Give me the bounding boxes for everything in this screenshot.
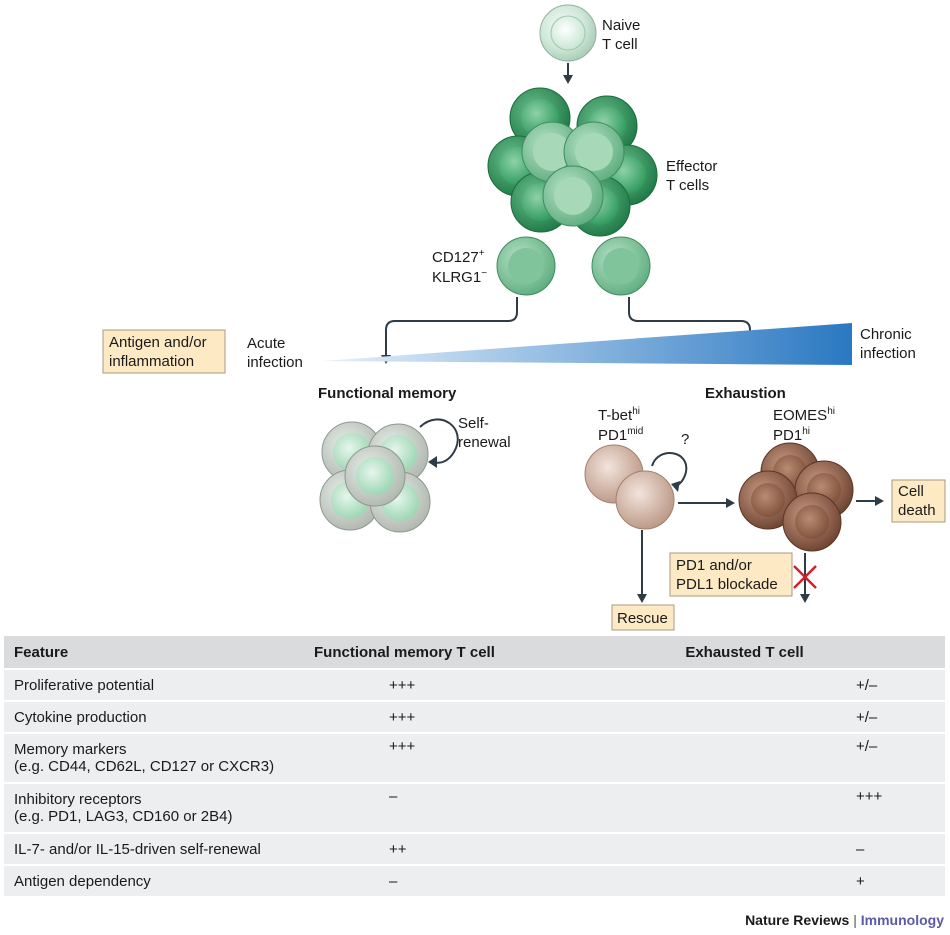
antigen-box-line1: Antigen and/or <box>109 334 207 351</box>
effector-t-cell-cluster <box>487 87 658 237</box>
cd127-label: CD127+ <box>432 248 485 266</box>
table-header-row: Feature Functional memory T cell Exhaust… <box>4 636 945 669</box>
pd1-pdl1-blockade-box <box>669 552 793 597</box>
arrowhead <box>563 75 573 84</box>
feature-cell: Memory markers (e.g. CD44, CD62L, CD127 o… <box>4 733 314 783</box>
effector-label: Effector <box>666 158 717 175</box>
naive-label: Naive <box>602 17 640 34</box>
feature-examples: (e.g. CD44, CD62L, CD127 or CXCR3) <box>14 758 275 775</box>
rescue-label: Rescue <box>617 610 668 627</box>
credit-separator: | <box>853 912 857 928</box>
memory-value-cell: – <box>389 872 398 890</box>
header-functional-memory: Functional memory T cell <box>314 643 495 661</box>
exhausted-value-cell: + <box>856 872 865 890</box>
arrow-to-exhaustion <box>628 297 751 356</box>
naive-t-cell <box>539 4 597 62</box>
antigen-box-line2: inflammation <box>109 353 194 370</box>
tbet-label: T-bethi <box>598 406 640 424</box>
exhausted-value-cell: +/– <box>856 738 878 755</box>
table-row: Proliferative potential +++ +/– <box>4 669 945 701</box>
table-row: Inhibitory receptors (e.g. PD1, LAG3, CD1… <box>4 783 945 833</box>
question-mark: ? <box>681 431 689 448</box>
exhausted-value-cell: +/– <box>856 676 878 694</box>
journal-section: Immunology <box>860 912 944 928</box>
feature-cell: Cytokine production <box>14 708 147 726</box>
acute-infection-label-line2: infection <box>247 354 303 371</box>
memory-value-cell: +++ <box>389 708 416 726</box>
journal-name: Nature Reviews <box>745 912 850 928</box>
journal-credit: Nature Reviews | Immunology <box>745 912 944 928</box>
arrow-to-functional-memory <box>385 297 518 356</box>
feature-comparison-table: Feature Functional memory T cell Exhaust… <box>4 636 945 896</box>
acute-infection-label: Acute <box>247 335 285 352</box>
header-exhausted: Exhausted T cell <box>685 643 804 661</box>
exhausted-value-cell: +/– <box>856 708 878 726</box>
self-renewal-label: Self- <box>458 415 489 432</box>
klrg1-label: KLRG1− <box>432 268 487 286</box>
eomes-label: EOMEShi <box>773 406 835 424</box>
feature-name: Memory markers <box>14 741 127 758</box>
chronic-infection-label: Chronic <box>860 326 912 343</box>
feature-cell: Antigen dependency <box>14 872 151 890</box>
arrowhead <box>875 496 884 506</box>
arrowhead <box>428 456 437 468</box>
naive-label-line2: T cell <box>602 36 638 53</box>
feature-cell: Inhibitory receptors (e.g. PD1, LAG3, CD1… <box>4 783 314 833</box>
functional-memory-heading: Functional memory <box>318 385 457 402</box>
feature-cell: Proliferative potential <box>14 676 155 694</box>
memory-value-cell: – <box>389 788 398 805</box>
infection-gradient-wedge <box>322 323 852 365</box>
functional-memory-cell-cluster <box>319 421 431 533</box>
arrowhead <box>800 594 810 603</box>
blockade-label: PD1 and/or <box>676 557 752 574</box>
header-feature: Feature <box>14 643 69 661</box>
effector-label-line2: T cells <box>666 177 709 194</box>
feature-examples: (e.g. PD1, LAG3, CD160 or 2B4) <box>14 808 233 825</box>
t-cell-differentiation-diagram: Naive T cell Effector T cells CD127+ KLR… <box>102 4 946 631</box>
cell-death-label-line2: death <box>898 502 936 519</box>
arrowhead <box>637 594 647 603</box>
exhausted-value-cell: – <box>856 840 865 858</box>
exhausted-value-cell: +++ <box>856 788 883 805</box>
pd1-mid-label: PD1mid <box>598 426 643 444</box>
self-renewal-label-line2: renewal <box>458 434 511 451</box>
eomes-hi-pd1-hi-cell-cluster <box>738 442 854 552</box>
table-row: Cytokine production +++ +/– <box>4 701 945 733</box>
blockade-label-line2: PDL1 blockade <box>676 576 778 593</box>
table-row: Memory markers (e.g. CD44, CD62L, CD127 o… <box>4 733 945 783</box>
self-renewal-loop-arrow <box>419 418 459 464</box>
blocked-cross-icon <box>793 565 817 589</box>
exhaustion-heading: Exhaustion <box>705 385 786 402</box>
arrowhead <box>671 481 680 492</box>
tbet-self-renewal-loop-arrow <box>651 452 688 487</box>
memory-value-cell: ++ <box>389 840 407 858</box>
rescue-box <box>611 604 675 631</box>
feature-name: Inhibitory receptors <box>14 791 142 808</box>
pd1-hi-label: PD1hi <box>773 426 810 444</box>
table-row: IL-7- and/or IL-15-driven self-renewal +… <box>4 833 945 865</box>
memory-value-cell: +++ <box>389 738 416 755</box>
table-row: Antigen dependency – + <box>4 865 945 896</box>
feature-cell: IL-7- and/or IL-15-driven self-renewal <box>14 840 261 858</box>
memory-value-cell: +++ <box>389 676 416 694</box>
arrowhead <box>726 498 735 508</box>
chronic-infection-label-line2: infection <box>860 345 916 362</box>
cell-death-label: Cell <box>898 483 924 500</box>
effector-daughter-cell <box>591 236 651 296</box>
cd127-klrg1-cell <box>496 236 556 296</box>
antigen-inflammation-box <box>102 329 226 374</box>
cell-death-box <box>891 479 946 523</box>
tbet-hi-pd1-mid-cells <box>584 444 675 530</box>
